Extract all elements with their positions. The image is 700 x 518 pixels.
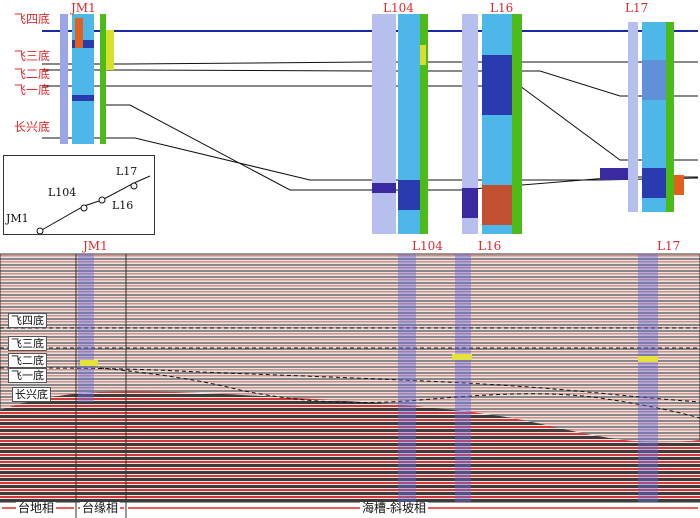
map-label-l17: L17: [116, 165, 138, 178]
well-log-l17: [600, 22, 684, 212]
seismic-label-fei2: 飞二底: [8, 353, 47, 368]
well-label-jm1: JM1: [71, 1, 96, 15]
facies-label-margin: 台缘相: [80, 501, 121, 515]
seismic-panel: JM1 L104 L16 L17: [0, 240, 700, 518]
well-label-l17: L17: [625, 1, 649, 15]
seismic-well-label-l17: L17: [657, 239, 681, 253]
correlation-svg: [42, 14, 699, 234]
map-well-l104: [80, 204, 88, 212]
horizon-label-changxing: 长兴底: [14, 120, 51, 134]
seismic-horizon-changxing: [99, 367, 700, 419]
well-log-l16: [462, 14, 522, 234]
horizon-label-fei2: 飞二底: [14, 67, 51, 81]
seismic-deep-reflectors: [0, 391, 700, 502]
well-label-l16: L16: [490, 1, 514, 15]
horizon-label-fei1: 飞一底: [14, 83, 51, 97]
horizon-line-fei1: [42, 85, 698, 161]
facies-label-trough-slope: 海槽-斜坡相: [360, 501, 429, 515]
map-label-l16: L16: [112, 199, 134, 212]
seismic-label-fei1: 飞一底: [8, 368, 47, 383]
horizon-label-fei3: 飞三底: [14, 49, 51, 63]
horizon-line-fei3: [42, 61, 698, 65]
seismic-section-svg: [0, 253, 700, 518]
seismic-well-label-jm1: JM1: [83, 239, 108, 253]
seismic-label-fei4: 飞四底: [8, 313, 47, 328]
well-label-l104: L104: [383, 1, 414, 15]
seismic-label-changxing: 长兴底: [12, 387, 51, 402]
seismic-well-l17: [638, 254, 658, 502]
seismic-label-fei3: 飞三底: [8, 336, 47, 351]
map-label-l104: L104: [48, 186, 77, 199]
map-well-l16: [98, 196, 106, 204]
seismic-well-l104: [398, 254, 416, 502]
seismic-well-label-l16: L16: [478, 239, 502, 253]
well-log-jm1: [60, 14, 114, 144]
location-map-inset: JM1 L104 L16 L17: [3, 155, 155, 235]
well-log-l104: [372, 14, 428, 234]
horizon-label-fei4: 飞四底: [14, 12, 51, 26]
seismic-well-label-l104: L104: [412, 239, 443, 253]
map-well-jm1: [36, 227, 44, 234]
horizon-line-fei2: [42, 69, 698, 97]
seismic-well-jm1: [78, 254, 94, 402]
seismic-horizon-fei1: [0, 367, 700, 403]
facies-label-platform: 台地相: [16, 501, 57, 515]
map-well-l17: [130, 182, 138, 190]
seismic-well-l16: [455, 254, 471, 502]
well-correlation-panel: JM1 L104 L16 L17 飞四底 飞三底 飞二底 飞一底 长兴底 JM1…: [0, 0, 700, 240]
location-map-svg: [36, 175, 151, 234]
map-label-jm1: JM1: [6, 212, 29, 225]
